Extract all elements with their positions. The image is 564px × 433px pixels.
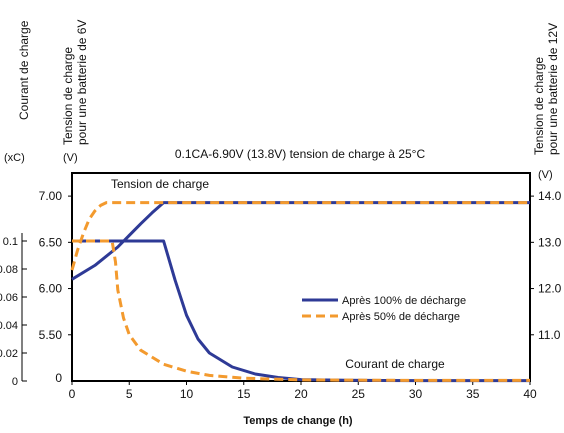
y6-tick-label-0: 0 bbox=[55, 371, 62, 385]
x-tick-label-40: 40 bbox=[523, 387, 537, 401]
y-axis-label-12v-line1: Tension de charge bbox=[532, 57, 546, 155]
x-tick-label-30: 30 bbox=[409, 387, 423, 401]
y-axis-label-6v-line2: pour une batterie de 6V bbox=[75, 20, 89, 145]
y12-tick-label-11.0: 11.0 bbox=[538, 328, 561, 342]
annotation-voltage-curve: Tension de charge bbox=[111, 177, 209, 191]
x-tick-label-20: 20 bbox=[294, 387, 308, 401]
y-axis-label-current: Courant de charge bbox=[17, 20, 31, 120]
unit-6v: (V) bbox=[63, 152, 78, 164]
x-tick-label-25: 25 bbox=[352, 387, 366, 401]
x-axis-label: Temps de change (h) bbox=[243, 415, 353, 427]
current-tick-label-0.1: 0.1 bbox=[3, 236, 18, 248]
y6-tick-label-5.50: 5.50 bbox=[39, 328, 63, 342]
y6-tick-label-6.50: 6.50 bbox=[39, 235, 63, 249]
current-tick-label-0.08: 0.08 bbox=[0, 264, 18, 276]
y-axis-label-6v-line1: Tension de charge bbox=[61, 47, 75, 145]
legend-label-50: Après 50% de décharge bbox=[342, 311, 460, 323]
x-tick-label-5: 5 bbox=[126, 387, 133, 401]
x-tick-label-35: 35 bbox=[466, 387, 480, 401]
chart-title: 0.1CA-6.90V (13.8V) tension de charge à … bbox=[175, 147, 426, 161]
y-axis-label-12v-line2: pour une batterie de 12V bbox=[546, 23, 560, 155]
y6-tick-label-7.00: 7.00 bbox=[39, 189, 63, 203]
x-tick-label-15: 15 bbox=[237, 387, 251, 401]
annotation-current-curve: Courant de charge bbox=[345, 357, 445, 371]
y12-tick-label-13.0: 13.0 bbox=[538, 235, 562, 249]
legend-label-100: Après 100% de décharge bbox=[342, 295, 466, 307]
unit-current: (xC) bbox=[4, 152, 25, 164]
legend: Après 100% de décharge Après 50% de déch… bbox=[302, 295, 466, 323]
x-tick-label-10: 10 bbox=[180, 387, 194, 401]
series-100-current-line bbox=[72, 239, 530, 383]
current-tick-label-0.06: 0.06 bbox=[0, 292, 18, 304]
y12-tick-label-14.0: 14.0 bbox=[538, 189, 562, 203]
series-50-voltage-line bbox=[70, 201, 530, 271]
y12-tick-label-12.0: 12.0 bbox=[538, 282, 562, 296]
series-50-current-line bbox=[72, 239, 530, 382]
x-tick-label-0: 0 bbox=[69, 387, 76, 401]
current-tick-label-0.04: 0.04 bbox=[0, 320, 18, 332]
current-tick-label-0.02: 0.02 bbox=[0, 348, 18, 360]
y6-tick-label-6.00: 6.00 bbox=[39, 282, 63, 296]
unit-12v: (V) bbox=[538, 169, 553, 181]
current-tick-label-0: 0 bbox=[12, 376, 18, 388]
